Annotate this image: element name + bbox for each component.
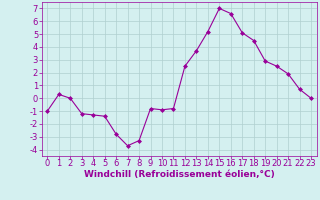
X-axis label: Windchill (Refroidissement éolien,°C): Windchill (Refroidissement éolien,°C) xyxy=(84,170,275,179)
